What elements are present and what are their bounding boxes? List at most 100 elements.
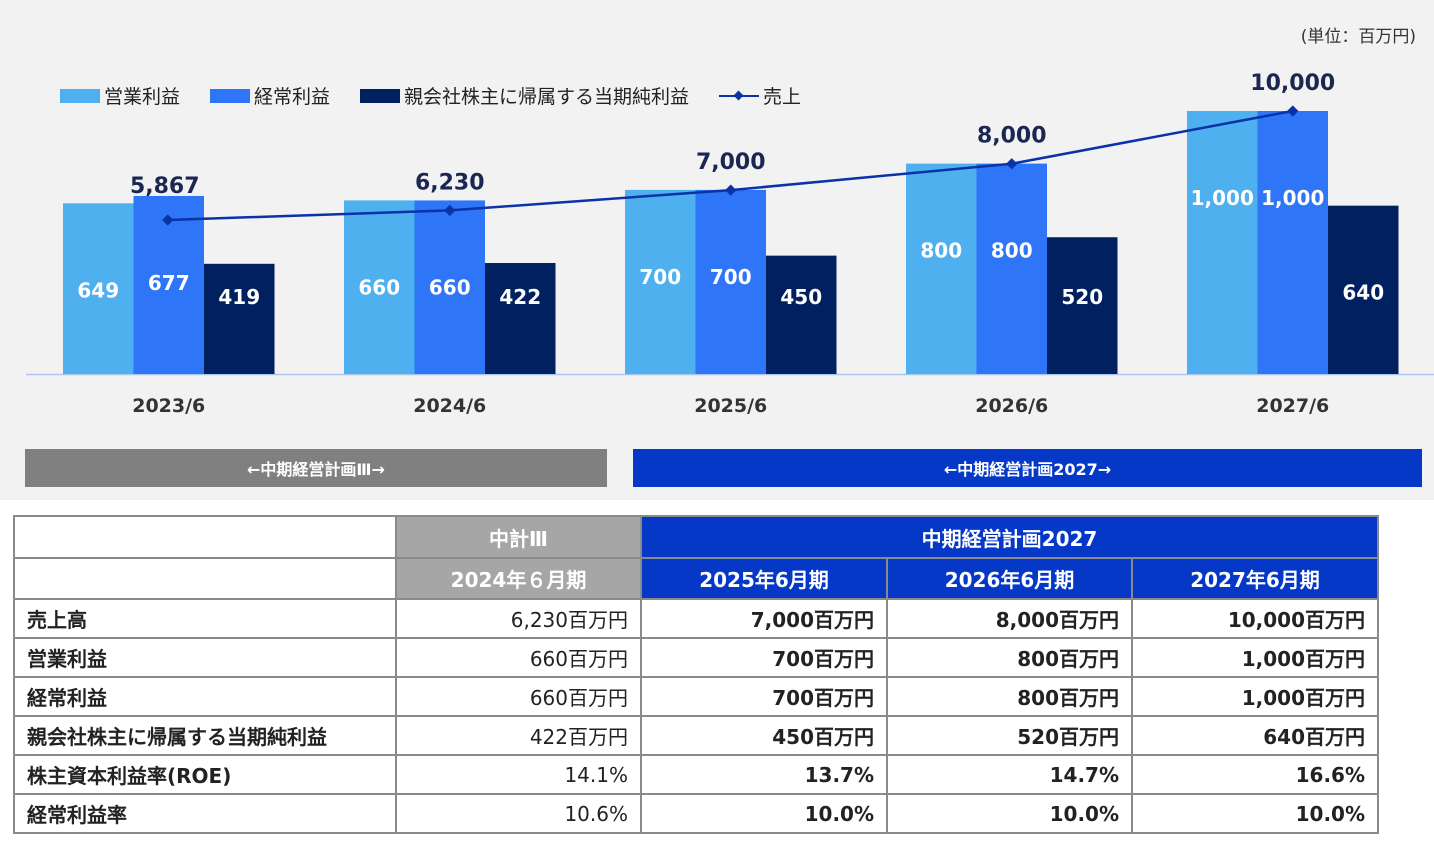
bar-ordinary-3 (976, 163, 1047, 374)
sales-label: 7,000 (696, 150, 766, 175)
plan-bar-3: ←中期経営計画Ⅲ→ (25, 449, 607, 487)
cell-value: 800百万円 (886, 676, 1133, 717)
table-corner-cell-2 (13, 557, 397, 600)
sales-label: 10,000 (1250, 71, 1335, 96)
bar-label: 640 (1342, 281, 1384, 305)
legend-swatch-sales (719, 89, 760, 103)
cell-value: 10.0% (640, 793, 888, 834)
cell-value: 520百万円 (886, 715, 1133, 756)
bar-ordinary-0 (133, 195, 204, 374)
sales-marker (162, 214, 174, 226)
cell-value: 10.6% (395, 793, 642, 834)
bar-label: 800 (920, 239, 962, 263)
bar-label: 700 (710, 265, 752, 289)
bar-label: 1,000 (1191, 186, 1254, 210)
bar-ordinary-4 (1257, 111, 1328, 374)
cell-value: 700百万円 (640, 637, 888, 678)
sales-marker (1006, 158, 1018, 170)
cell-value: 800百万円 (886, 637, 1133, 678)
x-tick-label: 2026/6 (975, 395, 1048, 417)
period-header-2026: 2026年6月期 (886, 557, 1133, 600)
bar-label: 677 (148, 271, 190, 295)
cell-value: 640百万円 (1131, 715, 1379, 756)
legend-item-operating-profit: 営業利益 (60, 82, 180, 109)
bar-ordinary-2 (695, 189, 766, 374)
cell-value: 13.7% (640, 754, 888, 795)
legend-swatch-net-income (360, 88, 401, 103)
cell-value: 450百万円 (640, 715, 888, 756)
group-header-plan2027: 中期経営計画2027 (640, 515, 1379, 559)
bar-operating-1 (344, 200, 415, 374)
table-row: 営業利益 660百万円 700百万円 800百万円 1,000百万円 (13, 637, 1379, 678)
legend-swatch-operating-profit (60, 88, 100, 103)
bar-label: 660 (358, 275, 400, 299)
cell-value: 10.0% (1131, 793, 1379, 834)
legend-item-sales: 売上 (719, 82, 801, 109)
bar-label: 660 (429, 275, 471, 299)
legend-swatch-ordinary-profit (210, 88, 251, 103)
bar-net-1 (485, 263, 556, 374)
table-group-header-row: 中計Ⅲ 中期経営計画2027 (13, 515, 1379, 559)
cell-value: 1,000百万円 (1131, 676, 1379, 717)
bar-label: 422 (499, 285, 541, 309)
bar-label: 419 (218, 285, 260, 309)
bar-label: 1,000 (1261, 186, 1324, 210)
period-header-2025: 2025年6月期 (640, 557, 888, 600)
sales-marker (1287, 105, 1299, 117)
row-label-ordinary-margin: 経常利益率 (13, 793, 397, 834)
sales-marker (444, 204, 456, 217)
cell-value: 7,000百万円 (640, 598, 888, 639)
bar-label: 520 (1061, 285, 1103, 309)
bar-net-0 (204, 263, 275, 374)
cell-value: 16.6% (1131, 754, 1379, 795)
legend-label-sales: 売上 (763, 86, 802, 108)
bar-operating-4 (1187, 111, 1258, 374)
row-label-net-income: 親会社株主に帰属する当期純利益 (13, 715, 397, 756)
bar-operating-0 (63, 203, 134, 374)
x-tick-label: 2025/6 (694, 395, 767, 417)
x-tick-label: 2024/6 (413, 395, 486, 417)
bar-label: 450 (780, 285, 822, 309)
table-row: 親会社株主に帰属する当期純利益 422百万円 450百万円 520百万円 640… (13, 715, 1379, 756)
bar-net-2 (766, 255, 837, 374)
period-header-2024: 2024年６月期 (395, 557, 642, 600)
cell-value: 1,000百万円 (1131, 637, 1379, 678)
bar-net-4 (1328, 205, 1399, 374)
group-header-plan3: 中計Ⅲ (395, 515, 642, 559)
unit-label: (単位：百万円) (1300, 27, 1416, 47)
chart-area: 649 677 419 2023/6 660 660 422 2024/6 700 700 450 2… (0, 0, 1434, 500)
table-period-header-row: 2024年６月期 2025年6月期 2026年6月期 2027年6月期 (13, 557, 1379, 600)
bar-label: 649 (77, 278, 119, 302)
table-row: 経常利益 660百万円 700百万円 800百万円 1,000百万円 (13, 676, 1379, 717)
row-label-roe: 株主資本利益率(ROE) (13, 754, 397, 795)
table-row: 売上高 6,230百万円 7,000百万円 8,000百万円 10,000百万円 (13, 598, 1379, 639)
cell-value: 660百万円 (395, 676, 642, 717)
bar-operating-3 (906, 163, 977, 374)
bar-operating-2 (625, 189, 696, 374)
legend-label-net-income: 親会社株主に帰属する当期純利益 (404, 86, 690, 108)
row-label-sales: 売上高 (13, 598, 397, 639)
bar-net-3 (1047, 237, 1118, 374)
plan-bar-2027: ←中期経営計画2027→ (633, 449, 1422, 487)
cell-value: 8,000百万円 (886, 598, 1133, 639)
plan-summary-table: 中計Ⅲ 中期経営計画2027 2024年６月期 2025年6月期 2026年6月… (13, 515, 1379, 834)
sales-label: 8,000 (977, 124, 1047, 149)
cell-value: 6,230百万円 (395, 598, 642, 639)
period-header-2027: 2027年6月期 (1131, 557, 1379, 600)
legend-label-ordinary-profit: 経常利益 (254, 86, 331, 108)
sales-label: 5,867 (130, 174, 200, 199)
sales-marker (725, 184, 737, 196)
cell-value: 10.0% (886, 793, 1133, 834)
cell-value: 14.7% (886, 754, 1133, 795)
legend-item-ordinary-profit: 経常利益 (210, 82, 330, 109)
bar-label: 700 (639, 265, 681, 289)
cell-value: 10,000百万円 (1131, 598, 1379, 639)
cell-value: 660百万円 (395, 637, 642, 678)
bar-label: 800 (991, 239, 1033, 263)
table-row: 経常利益率 10.6% 10.0% 10.0% 10.0% (13, 793, 1379, 834)
cell-value: 422百万円 (395, 715, 642, 756)
legend-item-net-income: 親会社株主に帰属する当期純利益 (360, 82, 689, 109)
cell-value: 14.1% (395, 754, 642, 795)
cell-value: 700百万円 (640, 676, 888, 717)
x-tick-label: 2027/6 (1256, 395, 1329, 417)
